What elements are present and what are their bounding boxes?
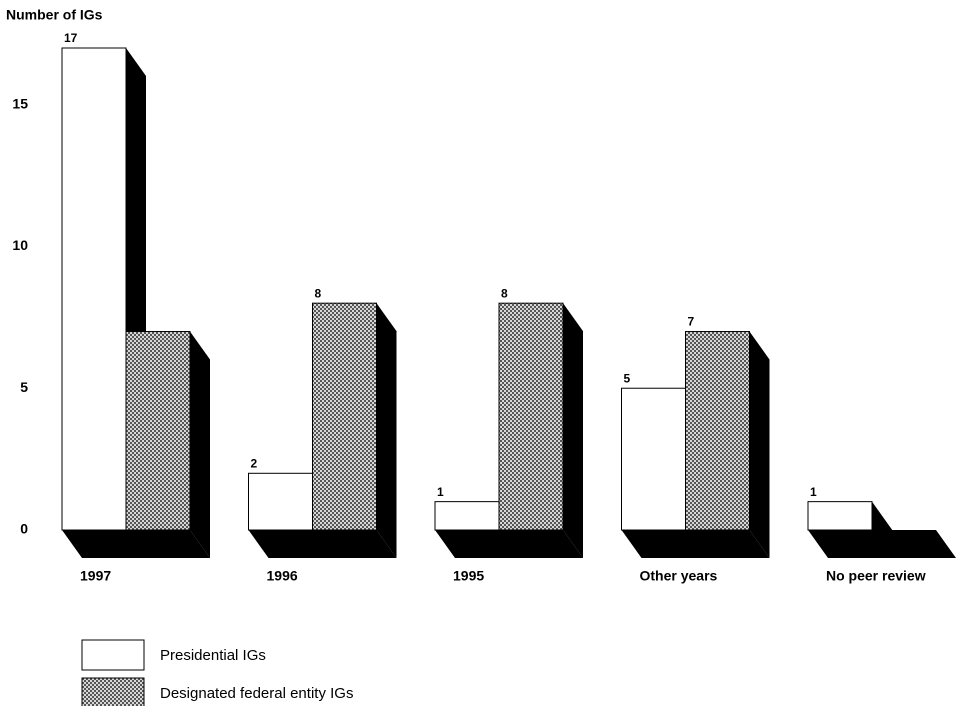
- value-label: 8: [315, 286, 322, 300]
- legend-swatch: [81, 677, 145, 706]
- bar: [248, 472, 313, 531]
- y-tick-label: 0: [20, 521, 28, 537]
- bar-side: [563, 303, 583, 558]
- value-label: 8: [501, 286, 508, 300]
- y-tick-label: 15: [12, 95, 28, 111]
- value-label: 0: [874, 513, 881, 527]
- value-label: 7: [688, 315, 695, 329]
- x-tick-label: 1996: [267, 568, 298, 584]
- bar: [621, 387, 686, 531]
- bar: [434, 501, 500, 531]
- x-tick-label: Other years: [640, 568, 718, 584]
- x-tick-label: 1997: [80, 568, 111, 584]
- y-tick-label: 5: [20, 379, 28, 395]
- bar: [498, 302, 564, 531]
- bar-side: [376, 303, 397, 558]
- x-tick-label: No peer review: [826, 568, 926, 584]
- bar-side: [749, 331, 770, 558]
- value-label: 7: [128, 315, 135, 329]
- legend-swatch: [81, 639, 145, 671]
- value-label: 17: [64, 31, 78, 45]
- chart-title: Number of IGs: [6, 7, 103, 23]
- value-label: 5: [624, 371, 631, 385]
- bar-side: [190, 331, 210, 558]
- value-label: 1: [437, 485, 444, 499]
- legend-label: Designated federal entity IGs: [160, 685, 353, 702]
- bar: [125, 331, 191, 531]
- bar: [312, 302, 377, 531]
- bar: [685, 331, 750, 531]
- bar: [807, 501, 873, 531]
- bar: [61, 47, 127, 531]
- value-label: 1: [810, 485, 817, 499]
- bar-side: [872, 501, 892, 558]
- x-tick-label: 1995: [453, 568, 484, 584]
- y-tick-label: 10: [12, 237, 28, 253]
- value-label: 2: [251, 456, 258, 470]
- legend-label: Presidential IGs: [160, 647, 266, 664]
